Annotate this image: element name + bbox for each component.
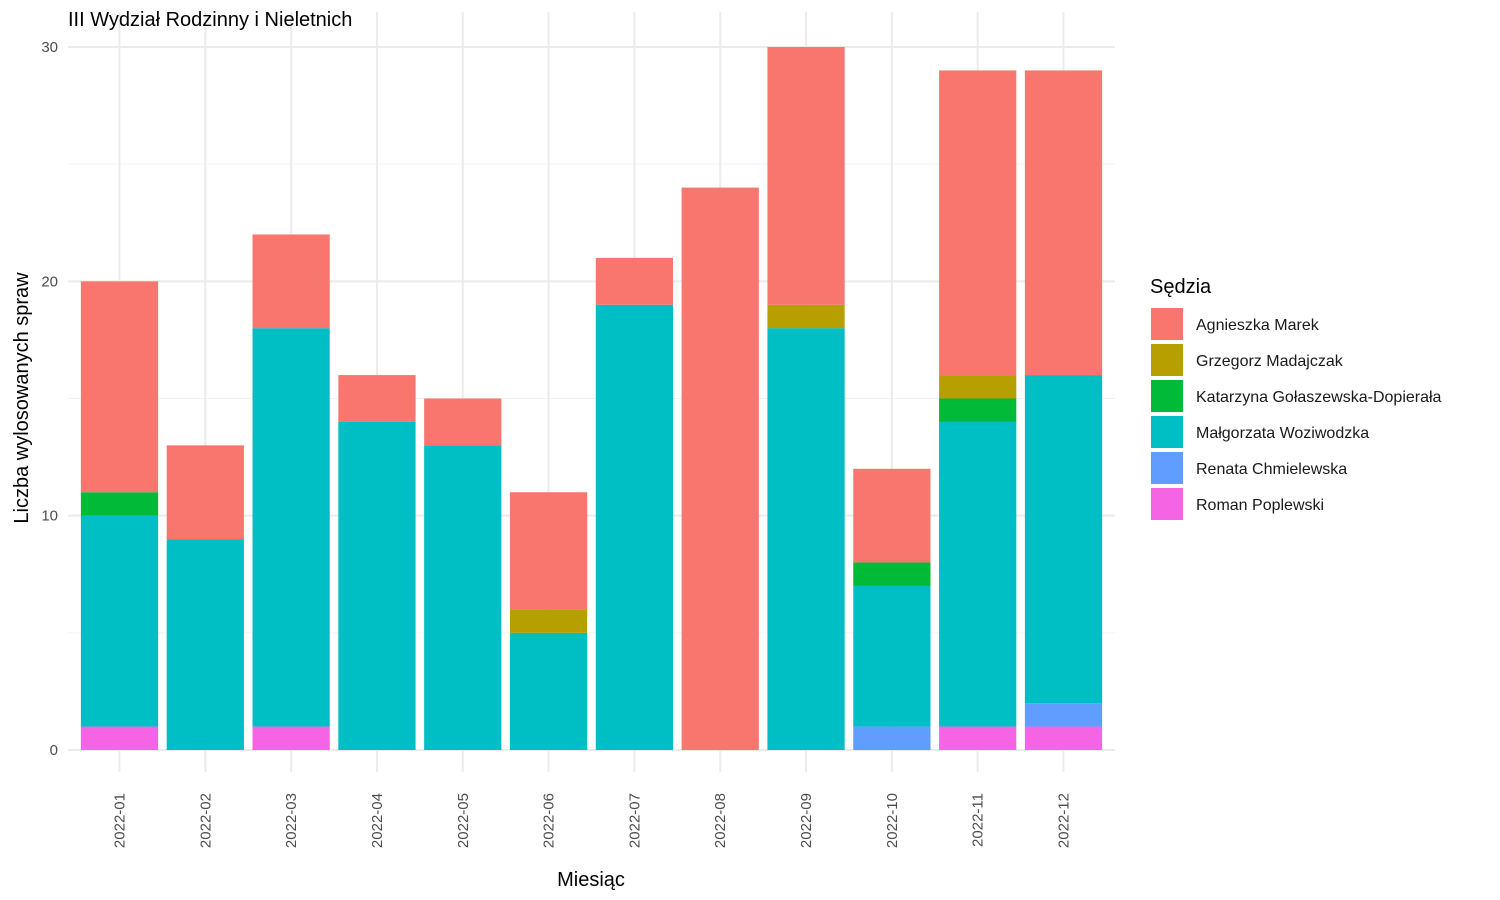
legend-swatch-malgorzata-woziwodzka: [1151, 416, 1183, 448]
x-tick-label: 2022-05: [455, 793, 472, 848]
bars: [80, 47, 1103, 751]
bar-2022-06-malgorzata-woziwodzka: [509, 632, 588, 750]
bar-2022-09-agnieszka-marek: [767, 47, 845, 305]
legend-label: Roman Poplewski: [1196, 497, 1324, 514]
bar-2022-01-malgorzata-woziwodzka: [80, 515, 159, 727]
bar-2022-06-agnieszka-marek: [509, 492, 588, 610]
bar-2022-10-malgorzata-woziwodzka: [853, 585, 931, 727]
bar-2022-02-malgorzata-woziwodzka: [166, 539, 244, 750]
legend-swatch-agnieszka-marek: [1151, 308, 1183, 340]
legend: Sędzia Agnieszka Marek Grzegorz Madajczak…: [1150, 276, 1442, 520]
bar-2022-09-grzegorz-madajczak: [767, 304, 845, 329]
x-tick-label: 2022-10: [884, 793, 901, 848]
legend-label: Renata Chmielewska: [1196, 461, 1347, 478]
chart-title: III Wydział Rodzinny i Nieletnich: [68, 9, 352, 31]
x-tick-label: 2022-08: [712, 793, 729, 848]
bar-2022-11-grzegorz-madajczak: [939, 375, 1017, 399]
bar-2022-11-roman-poplewski: [939, 726, 1017, 750]
x-tick-label: 2022-03: [283, 793, 300, 848]
bar-2022-09-malgorzata-woziwodzka: [767, 328, 845, 750]
bar-2022-07-agnieszka-marek: [595, 257, 674, 305]
x-axis-title: Miesiąc: [557, 869, 625, 891]
legend-swatch-roman-poplewski: [1151, 488, 1183, 520]
bar-2022-10-renata-chmielewska: [853, 726, 931, 750]
y-tick-label: 0: [50, 742, 58, 759]
bar-2022-01-agnieszka-marek: [80, 281, 159, 493]
bar-2022-10-katarzyna-golaszewska-dopierala: [853, 562, 931, 586]
bar-2022-12-roman-poplewski: [1024, 726, 1103, 750]
legend-title: Sędzia: [1150, 276, 1212, 298]
bar-2022-05-malgorzata-woziwodzka: [424, 445, 502, 750]
bar-2022-05-agnieszka-marek: [424, 398, 502, 446]
bar-2022-04-malgorzata-woziwodzka: [338, 421, 416, 750]
y-tick-label: 20: [41, 273, 58, 290]
x-tick-label: 2022-11: [970, 793, 987, 847]
bar-2022-04-agnieszka-marek: [338, 375, 416, 422]
x-tick-labels: 2022-01 2022-02 2022-03 2022-04 2022-05 2022-…: [111, 793, 1072, 848]
bar-2022-03-agnieszka-marek: [252, 234, 330, 329]
bar-2022-03-roman-poplewski: [252, 726, 330, 750]
x-tick-label: 2022-07: [626, 793, 643, 848]
legend-label: Agnieszka Marek: [1196, 317, 1320, 334]
bar-2022-12-malgorzata-woziwodzka: [1024, 375, 1103, 704]
bar-2022-12-renata-chmielewska: [1024, 703, 1103, 727]
y-axis-title: Liczba wylosowanych spraw: [11, 272, 33, 524]
y-tick-label: 30: [41, 39, 58, 56]
bar-2022-03-malgorzata-woziwodzka: [252, 328, 330, 727]
x-tick-label: 2022-01: [111, 793, 128, 848]
bar-2022-11-malgorzata-woziwodzka: [939, 421, 1017, 727]
bar-2022-07-malgorzata-woziwodzka: [595, 304, 674, 750]
bar-2022-10-agnieszka-marek: [853, 468, 931, 563]
x-tick-label: 2022-06: [541, 793, 558, 848]
bar-2022-11-katarzyna-golaszewska-dopierala: [939, 398, 1017, 422]
legend-label: Katarzyna Gołaszewska-Dopierała: [1196, 389, 1442, 406]
x-tick-label: 2022-04: [369, 793, 386, 848]
x-tick-label: 2022-12: [1056, 793, 1073, 848]
legend-swatch-grzegorz-madajczak: [1151, 344, 1183, 376]
bar-2022-12-agnieszka-marek: [1024, 70, 1103, 376]
bar-2022-02-agnieszka-marek: [166, 445, 244, 540]
y-tick-labels: 0 10 20 30: [41, 39, 58, 759]
bar-2022-01-katarzyna-golaszewska-dopierala: [80, 492, 159, 516]
legend-label: Małgorzata Woziwodzka: [1196, 425, 1369, 442]
legend-label: Grzegorz Madajczak: [1196, 353, 1344, 370]
y-tick-label: 10: [41, 508, 58, 525]
x-tick-label: 2022-09: [798, 793, 815, 848]
x-tick-label: 2022-02: [197, 793, 214, 848]
bar-2022-08-agnieszka-marek: [681, 187, 759, 751]
bar-2022-11-agnieszka-marek: [939, 70, 1017, 376]
legend-swatch-katarzyna-golaszewska-dopierala: [1151, 380, 1183, 412]
bar-2022-06-grzegorz-madajczak: [509, 609, 588, 633]
legend-swatch-renata-chmielewska: [1151, 452, 1183, 484]
bar-2022-01-roman-poplewski: [80, 726, 159, 750]
